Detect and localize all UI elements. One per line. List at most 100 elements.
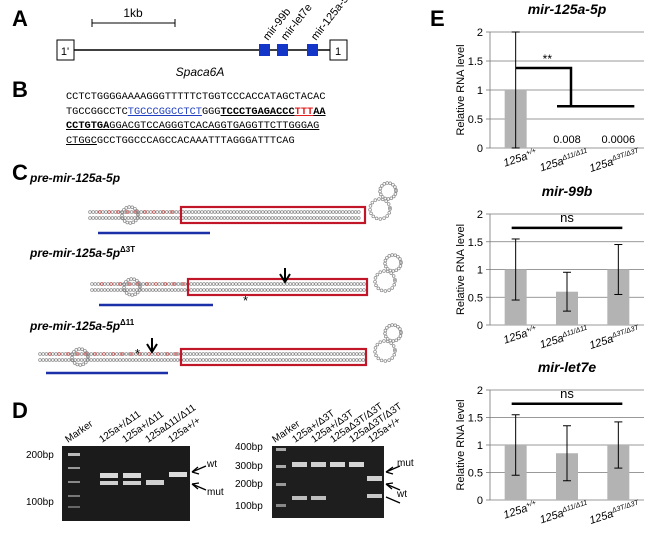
mature-mir-box [179,347,368,367]
sequence-segment: CTGGC [66,134,97,147]
sequence-segment: GGACGTCCAGGGTCACAGGTGAGGTTCTTGGGAG [109,120,320,132]
gel1-band [123,481,141,485]
gel2-size-200: 200bp [235,479,263,490]
mutation-arrow [146,338,158,354]
gel2-band [349,462,364,467]
gel1-band [100,473,118,478]
gel2-band [367,494,382,498]
sequence-segment: CCTGTGA [66,120,110,132]
y-tick-label: 1 [477,85,483,97]
chart-title: mir-125a-5p [528,1,607,17]
chart-title: mir-99b [542,183,593,199]
y-tick-label: 0.5 [468,292,483,304]
sequence-line: CCTCTGGGGAAAAGGGTTTTTCTGGTCCCACCATAGCTAC… [66,90,326,105]
sequence-line: TGCCGGCCTCTGCCCGGCCTCTGGGTCCCTGAGACCCTTT… [66,105,326,120]
gel-panel: 200bp 100bp Marker 125a+/Δ11125a+/Δ11125… [26,401,414,521]
hairpin-structures: * * pre-mir-125a-5p pre-mir-125a-5pΔ3T pr… [29,171,403,375]
sequence-segment: AA [313,105,326,118]
sequence-segment: TGCCGGCCTC [66,105,128,118]
y-tick-label: 1.5 [468,237,483,249]
mature-mir-box [186,277,369,297]
gel2-band [292,496,307,500]
sequence-segment: TCCCTGAGACCC [220,105,295,118]
y-tick-label: 0 [477,143,483,155]
gel1-marker-label: Marker [63,418,95,445]
sequence-segment: TGCCCGGCCTCT [127,105,202,118]
sequence-segment: TTT [294,105,314,118]
bar [607,445,630,500]
exon-right-label: 1 [335,46,341,58]
gene-name: Spaca6A [176,65,225,79]
gel1-band [123,473,141,478]
mature-mir-box [179,205,367,225]
y-tick-label: 0 [477,320,483,332]
x-tick-label: 125aΔ11/Δ11 [538,324,590,351]
gel2-size-300: 300bp [235,461,263,472]
mutation-arrow [279,268,291,284]
hairpin-title-3: pre-mir-125a-5pΔ11 [29,318,135,333]
x-tick-label: 125a+/+ [502,147,539,169]
significance-label: ns [560,210,574,225]
gel2-band [292,462,307,467]
gel1-band [146,480,164,485]
sequence-segment: GGG [201,105,221,118]
sequence-segment: GCCTGGCCCAGCCACAAATTTAGGGATTTCAG [96,134,295,147]
sequence-line: CCTGTGAGGACGTCCAGGGTCACAGGTGAGGTTCTTGGGA… [66,119,326,134]
panel-label-d: D [12,398,28,423]
gel1-size-200: 200bp [26,450,54,461]
hairpin-title-2: pre-mir-125a-5pΔ3T [29,245,135,260]
x-tick-label: 125aΔ3T/Δ3T [588,324,642,352]
asterisk-marker: * [135,346,140,361]
gel1-size-100: 100bp [26,497,54,508]
gel2-band [311,462,326,467]
significance-bracket [515,66,573,107]
chart-0: mir-125a-5p 0 0.5 1 1.5 2 Relative RNA level 12… [455,1,644,175]
y-tick-label: 0 [477,495,483,507]
gel1-arrow-wt: wt [206,459,217,470]
gel2-band [330,462,345,467]
y-tick-label: 2 [477,209,483,221]
panel-label-a: A [12,6,28,31]
chart-2: mir-let7e 0 0.5 1 1.5 2 Relative RNA level 125a… [455,359,644,527]
x-tick-label: 125a+/+ [502,499,539,521]
y-tick-label: 1 [477,440,483,452]
gel2-band [367,476,382,481]
gel2-band [311,496,326,500]
y-axis-label: Relative RNA level [455,44,467,135]
chart-1: mir-99b 0 0.5 1 1.5 2 Relative RNA level 125a+/… [455,183,644,352]
y-tick-label: 1 [477,265,483,277]
significance-label: ** [543,52,553,66]
value-label: 0.008 [553,134,581,146]
scale-bar-label: 1kb [123,6,143,20]
significance-label: ns [560,386,574,401]
hairpin-title-1: pre-mir-125a-5p [29,171,120,185]
gel2-arrow-wt: wt [396,489,407,500]
gel2-size-100: 100bp [235,501,263,512]
y-tick-label: 0.5 [468,468,483,480]
sequence-segment: CCTCTGGGGAAAAGGGTTTTTCTGGTCCCACCATAGCTAC… [66,91,326,103]
y-tick-label: 0.5 [468,114,483,126]
chart-title: mir-let7e [538,359,597,375]
x-tick-label: 125aΔ3T/Δ3T [588,147,642,175]
gel1-arrow-mut: mut [207,487,224,498]
x-tick-label: 125aΔ11/Δ11 [538,499,590,526]
exon-left-label: 1' [61,46,69,58]
gel2-arrow-mut: mut [397,458,414,469]
y-tick-label: 1.5 [468,413,483,425]
mir-125a-label: mir-125a-5p [309,0,355,43]
y-tick-label: 1.5 [468,56,483,68]
panel-label-b: B [12,77,28,102]
sequence-line: CTGGCGCCTGGCCCAGCCACAAATTTAGGGATTTCAG [66,134,326,149]
panel-label-c: C [12,160,28,185]
y-tick-label: 2 [477,385,483,397]
y-tick-label: 2 [477,27,483,39]
x-tick-label: 125a+/+ [502,324,539,346]
y-axis-label: Relative RNA level [455,399,467,490]
mir-let7e-box [277,44,288,56]
gel2-image [272,446,384,518]
sequence-block: CCTCTGGGGAAAAGGGTTTTTCTGGTCCCACCATAGCTAC… [66,90,326,148]
mir-99b-box [259,44,270,56]
mir-125a-box [307,44,318,56]
value-label: 0.0006 [602,134,636,146]
